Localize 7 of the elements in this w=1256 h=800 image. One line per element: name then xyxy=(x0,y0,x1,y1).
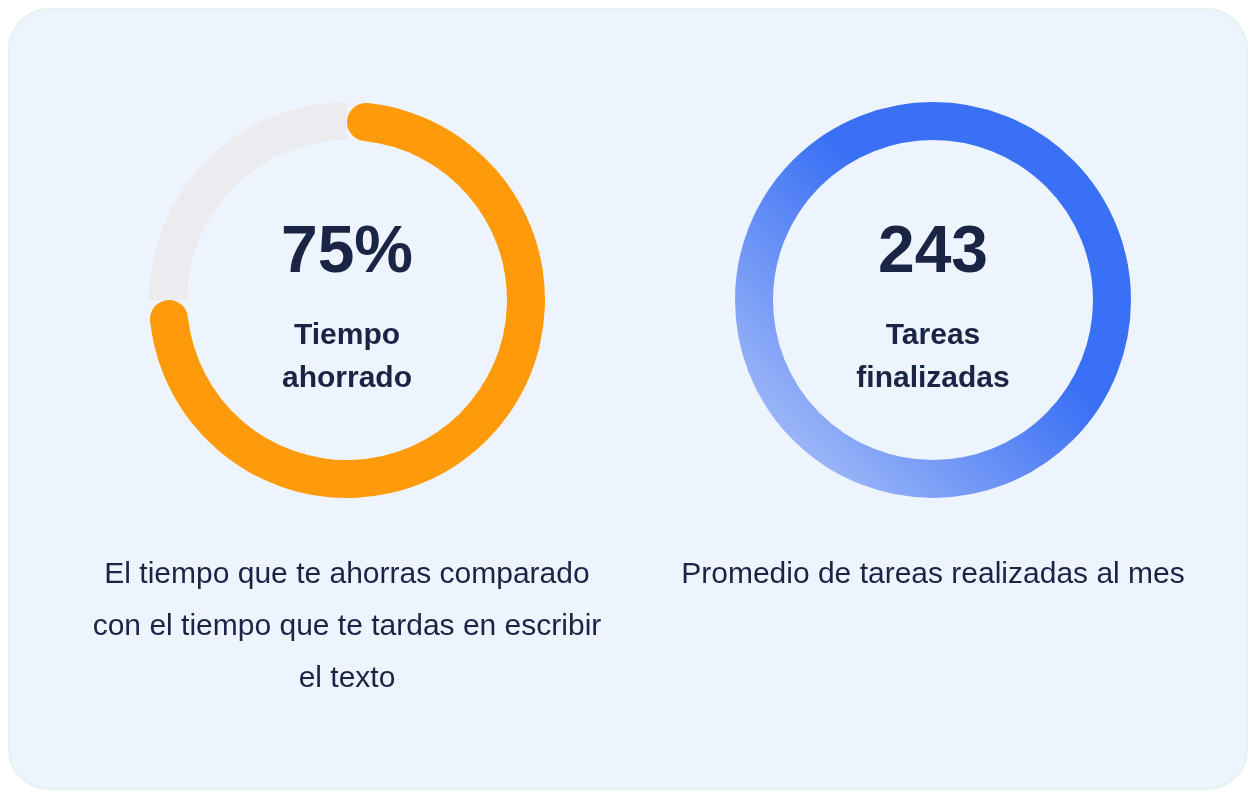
data-label: 243 xyxy=(877,212,989,286)
data-label: 75% xyxy=(280,212,414,286)
donut-slice xyxy=(150,103,545,498)
text: Promedio de tareas realizadas al mes xyxy=(681,556,1185,589)
text: Tiempo ahorrado xyxy=(281,317,413,393)
text: El tiempo que te ahorras comparado con el tiempo que te tardas en escribir el texto xyxy=(92,556,602,693)
text: Tareas finalizadas xyxy=(856,317,1010,393)
